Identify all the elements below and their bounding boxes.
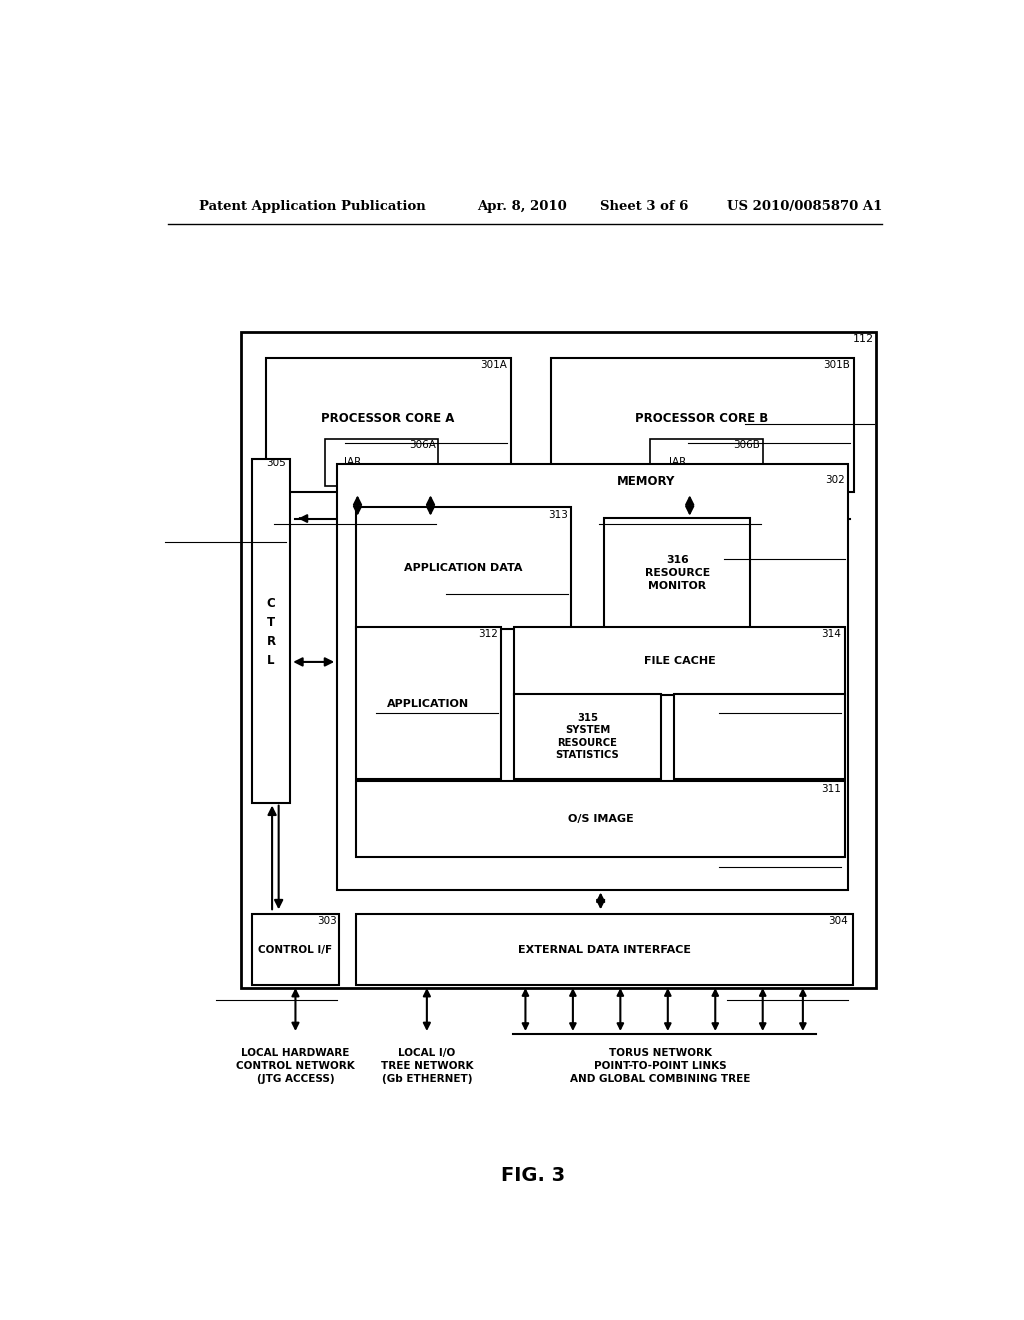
Bar [252, 913, 339, 985]
Text: Sheet 3 of 6: Sheet 3 of 6 [600, 199, 688, 213]
Text: CONTROL I/F: CONTROL I/F [258, 945, 333, 954]
Bar [514, 694, 660, 779]
Bar [674, 694, 845, 779]
Bar [266, 358, 511, 492]
Bar [356, 507, 571, 628]
Text: C
T
R
L: C T R L [266, 597, 275, 667]
Text: 301A: 301A [480, 359, 507, 370]
Bar [514, 627, 845, 694]
Text: 314: 314 [821, 628, 841, 639]
Bar [337, 463, 848, 890]
Text: Patent Application Publication: Patent Application Publication [200, 199, 426, 213]
Text: 306B: 306B [733, 441, 761, 450]
Bar [649, 438, 763, 486]
Text: EXTERNAL DATA INTERFACE: EXTERNAL DATA INTERFACE [518, 945, 691, 954]
Text: PROCESSOR CORE A: PROCESSOR CORE A [322, 412, 455, 425]
Text: US 2010/0085870 A1: US 2010/0085870 A1 [727, 199, 883, 213]
Text: 312: 312 [478, 628, 498, 639]
Text: TORUS NETWORK
POINT-TO-POINT LINKS
AND GLOBAL COMBINING TREE: TORUS NETWORK POINT-TO-POINT LINKS AND G… [570, 1048, 751, 1084]
Text: APPLICATION: APPLICATION [387, 698, 469, 709]
Text: IAR: IAR [344, 457, 361, 467]
Text: 316
RESOURCE
MONITOR: 316 RESOURCE MONITOR [645, 556, 710, 591]
Text: 315
SYSTEM
RESOURCE
STATISTICS: 315 SYSTEM RESOURCE STATISTICS [556, 713, 620, 760]
Bar [356, 781, 845, 858]
Text: FIG. 3: FIG. 3 [501, 1166, 565, 1185]
Text: FILE CACHE: FILE CACHE [644, 656, 716, 667]
Bar [551, 358, 854, 492]
Text: O/S IMAGE: O/S IMAGE [567, 814, 634, 824]
Bar [356, 913, 853, 985]
Text: 301B: 301B [823, 359, 850, 370]
Bar [604, 517, 751, 628]
Text: Apr. 8, 2010: Apr. 8, 2010 [477, 199, 567, 213]
Text: 305: 305 [266, 458, 286, 467]
Text: APPLICATION DATA: APPLICATION DATA [404, 564, 522, 573]
Text: 311: 311 [821, 784, 841, 793]
Bar [252, 459, 291, 803]
Bar [356, 627, 501, 779]
Text: 302: 302 [825, 475, 845, 484]
Text: LOCAL I/O
TREE NETWORK
(Gb ETHERNET): LOCAL I/O TREE NETWORK (Gb ETHERNET) [381, 1048, 473, 1084]
Text: IAR: IAR [669, 457, 686, 467]
Text: 112: 112 [853, 334, 874, 345]
Text: 313: 313 [548, 510, 567, 520]
Text: 304: 304 [828, 916, 848, 925]
Text: LOCAL HARDWARE
CONTROL NETWORK
(JTG ACCESS): LOCAL HARDWARE CONTROL NETWORK (JTG ACCE… [237, 1048, 355, 1084]
Text: 303: 303 [317, 916, 337, 925]
Text: PROCESSOR CORE B: PROCESSOR CORE B [636, 412, 769, 425]
Bar [325, 438, 438, 486]
Text: 306A: 306A [410, 441, 436, 450]
Bar [241, 331, 876, 987]
Text: MEMORY: MEMORY [616, 475, 675, 488]
